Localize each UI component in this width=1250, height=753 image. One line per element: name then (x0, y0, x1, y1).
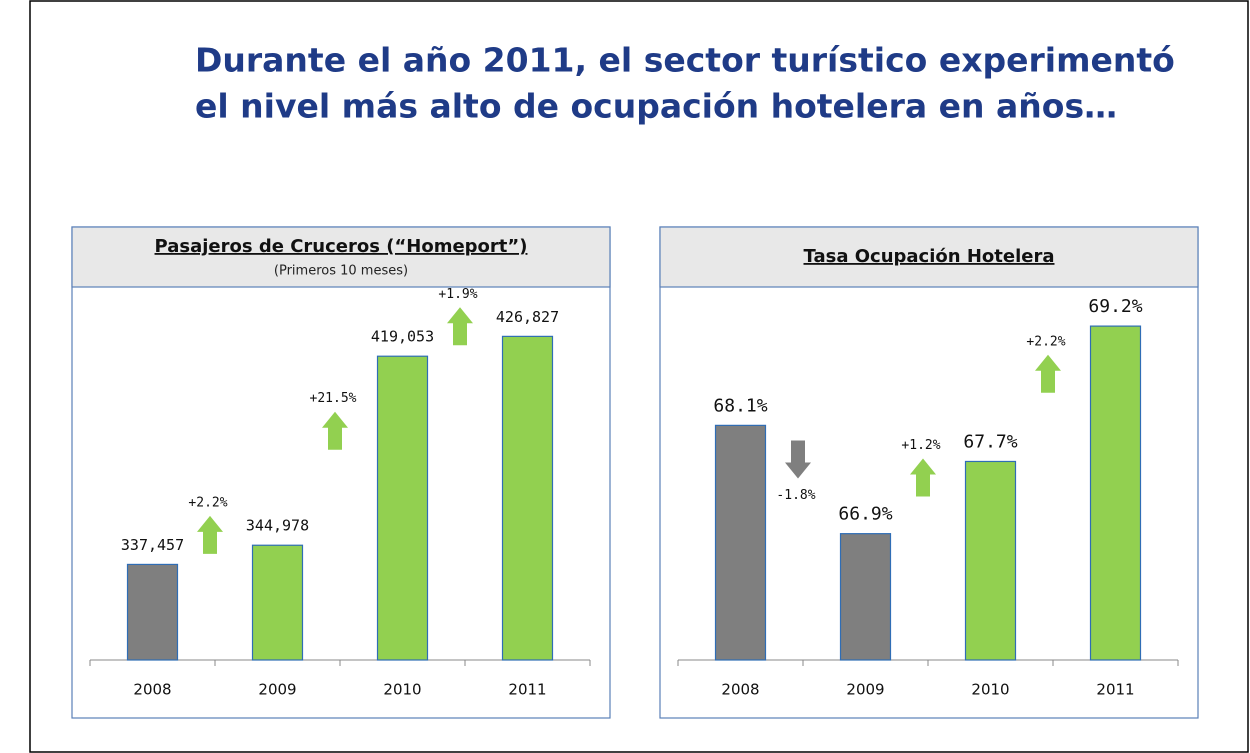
value-label: 337,457 (121, 536, 184, 554)
bar (501, 335, 554, 661)
value-label: 68.1% (713, 395, 767, 416)
value-label: 69.2% (1088, 296, 1142, 317)
bar (126, 563, 179, 661)
change-arrow (447, 307, 473, 346)
change-label: -1.8% (776, 488, 815, 503)
value-label: 66.9% (838, 504, 892, 525)
value-label: 419,053 (371, 328, 434, 346)
slide-title: el nivel más alto de ocupación hotelera … (195, 87, 1117, 126)
x-tick-label: 2009 (258, 681, 296, 699)
x-tick-label: 2010 (383, 681, 421, 699)
change-label: +21.5% (310, 391, 357, 406)
change-label: +1.2% (901, 438, 940, 453)
change-arrow (197, 515, 223, 554)
slide-title: Durante el año 2011, el sector turístico… (195, 41, 1175, 80)
x-tick-label: 2008 (721, 681, 759, 699)
change-arrow (322, 411, 348, 450)
panel-title: Tasa Ocupación Hotelera (804, 246, 1055, 267)
panel-header (659, 226, 1199, 288)
panel-header (71, 226, 611, 288)
bar (964, 460, 1017, 661)
change-label: +1.9% (438, 287, 477, 302)
change-label: +2.2% (188, 495, 227, 510)
panel-title: Pasajeros de Cruceros (“Homeport”) (155, 236, 528, 257)
change-arrow (1035, 354, 1061, 393)
value-label: 426,827 (496, 308, 559, 326)
value-label: 344,978 (246, 517, 309, 535)
change-arrow (785, 440, 811, 479)
bar (714, 424, 767, 661)
change-arrow (910, 458, 936, 497)
bar (251, 544, 304, 661)
change-label: +2.2% (1026, 334, 1065, 349)
bar (1089, 325, 1142, 661)
x-tick-label: 2011 (508, 681, 546, 699)
x-tick-label: 2009 (846, 681, 884, 699)
bar (839, 533, 892, 661)
bar (376, 355, 429, 661)
panel-subtitle: (Primeros 10 meses) (274, 264, 408, 279)
value-label: 67.7% (963, 431, 1017, 452)
x-tick-label: 2011 (1096, 681, 1134, 699)
x-tick-label: 2010 (971, 681, 1009, 699)
x-tick-label: 2008 (133, 681, 171, 699)
